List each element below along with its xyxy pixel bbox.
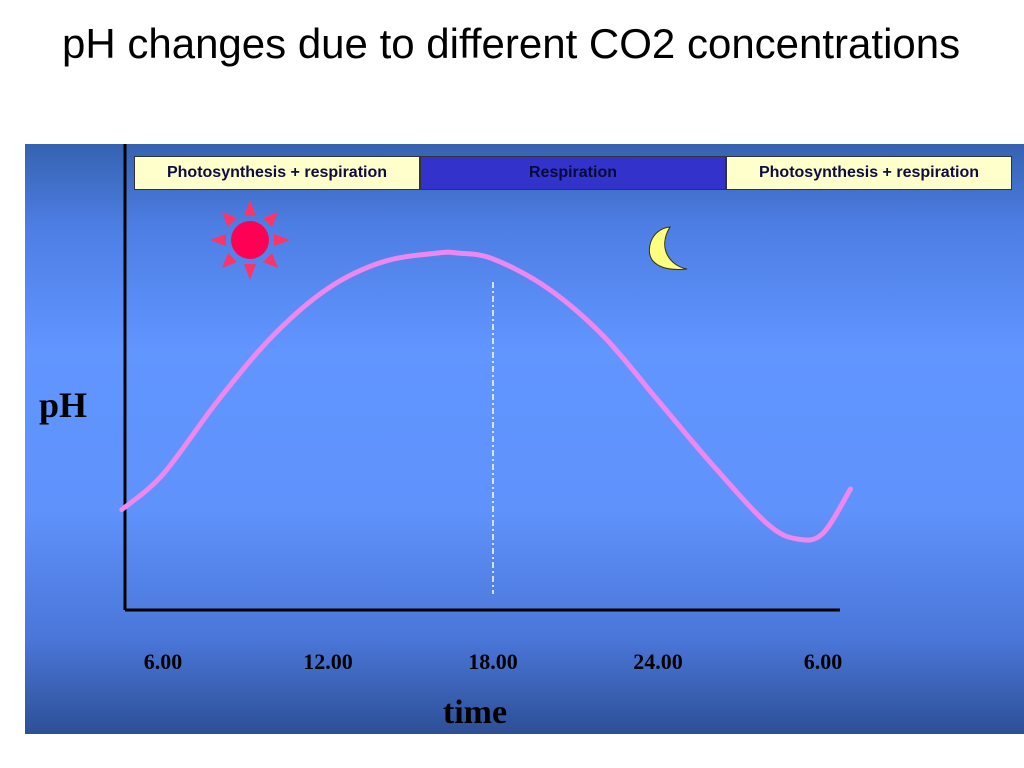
x-tick-label: 18.00 (468, 649, 518, 674)
chart-figure: Photosynthesis + respiration Respiration… (25, 144, 1024, 734)
phase-band-day: Photosynthesis + respiration (134, 156, 420, 190)
x-tick-label: 24.00 (633, 649, 683, 674)
moon-icon (648, 226, 688, 270)
x-axis-label: time (442, 694, 508, 731)
x-tick-label: 12.00 (303, 649, 353, 674)
y-axis-label: pH (39, 385, 88, 425)
slide-title: pH changes due to different CO2 concentr… (62, 20, 961, 67)
sun-icon (210, 200, 290, 280)
ph-curve-series-0 (119, 249, 853, 543)
x-tick-label: 6.00 (143, 649, 183, 674)
chart-plot (119, 144, 853, 612)
phase-band-day-2: Photosynthesis + respiration (726, 156, 1012, 190)
phase-band-night: Respiration (420, 156, 726, 190)
x-tick-label: 6.00 (803, 649, 843, 674)
